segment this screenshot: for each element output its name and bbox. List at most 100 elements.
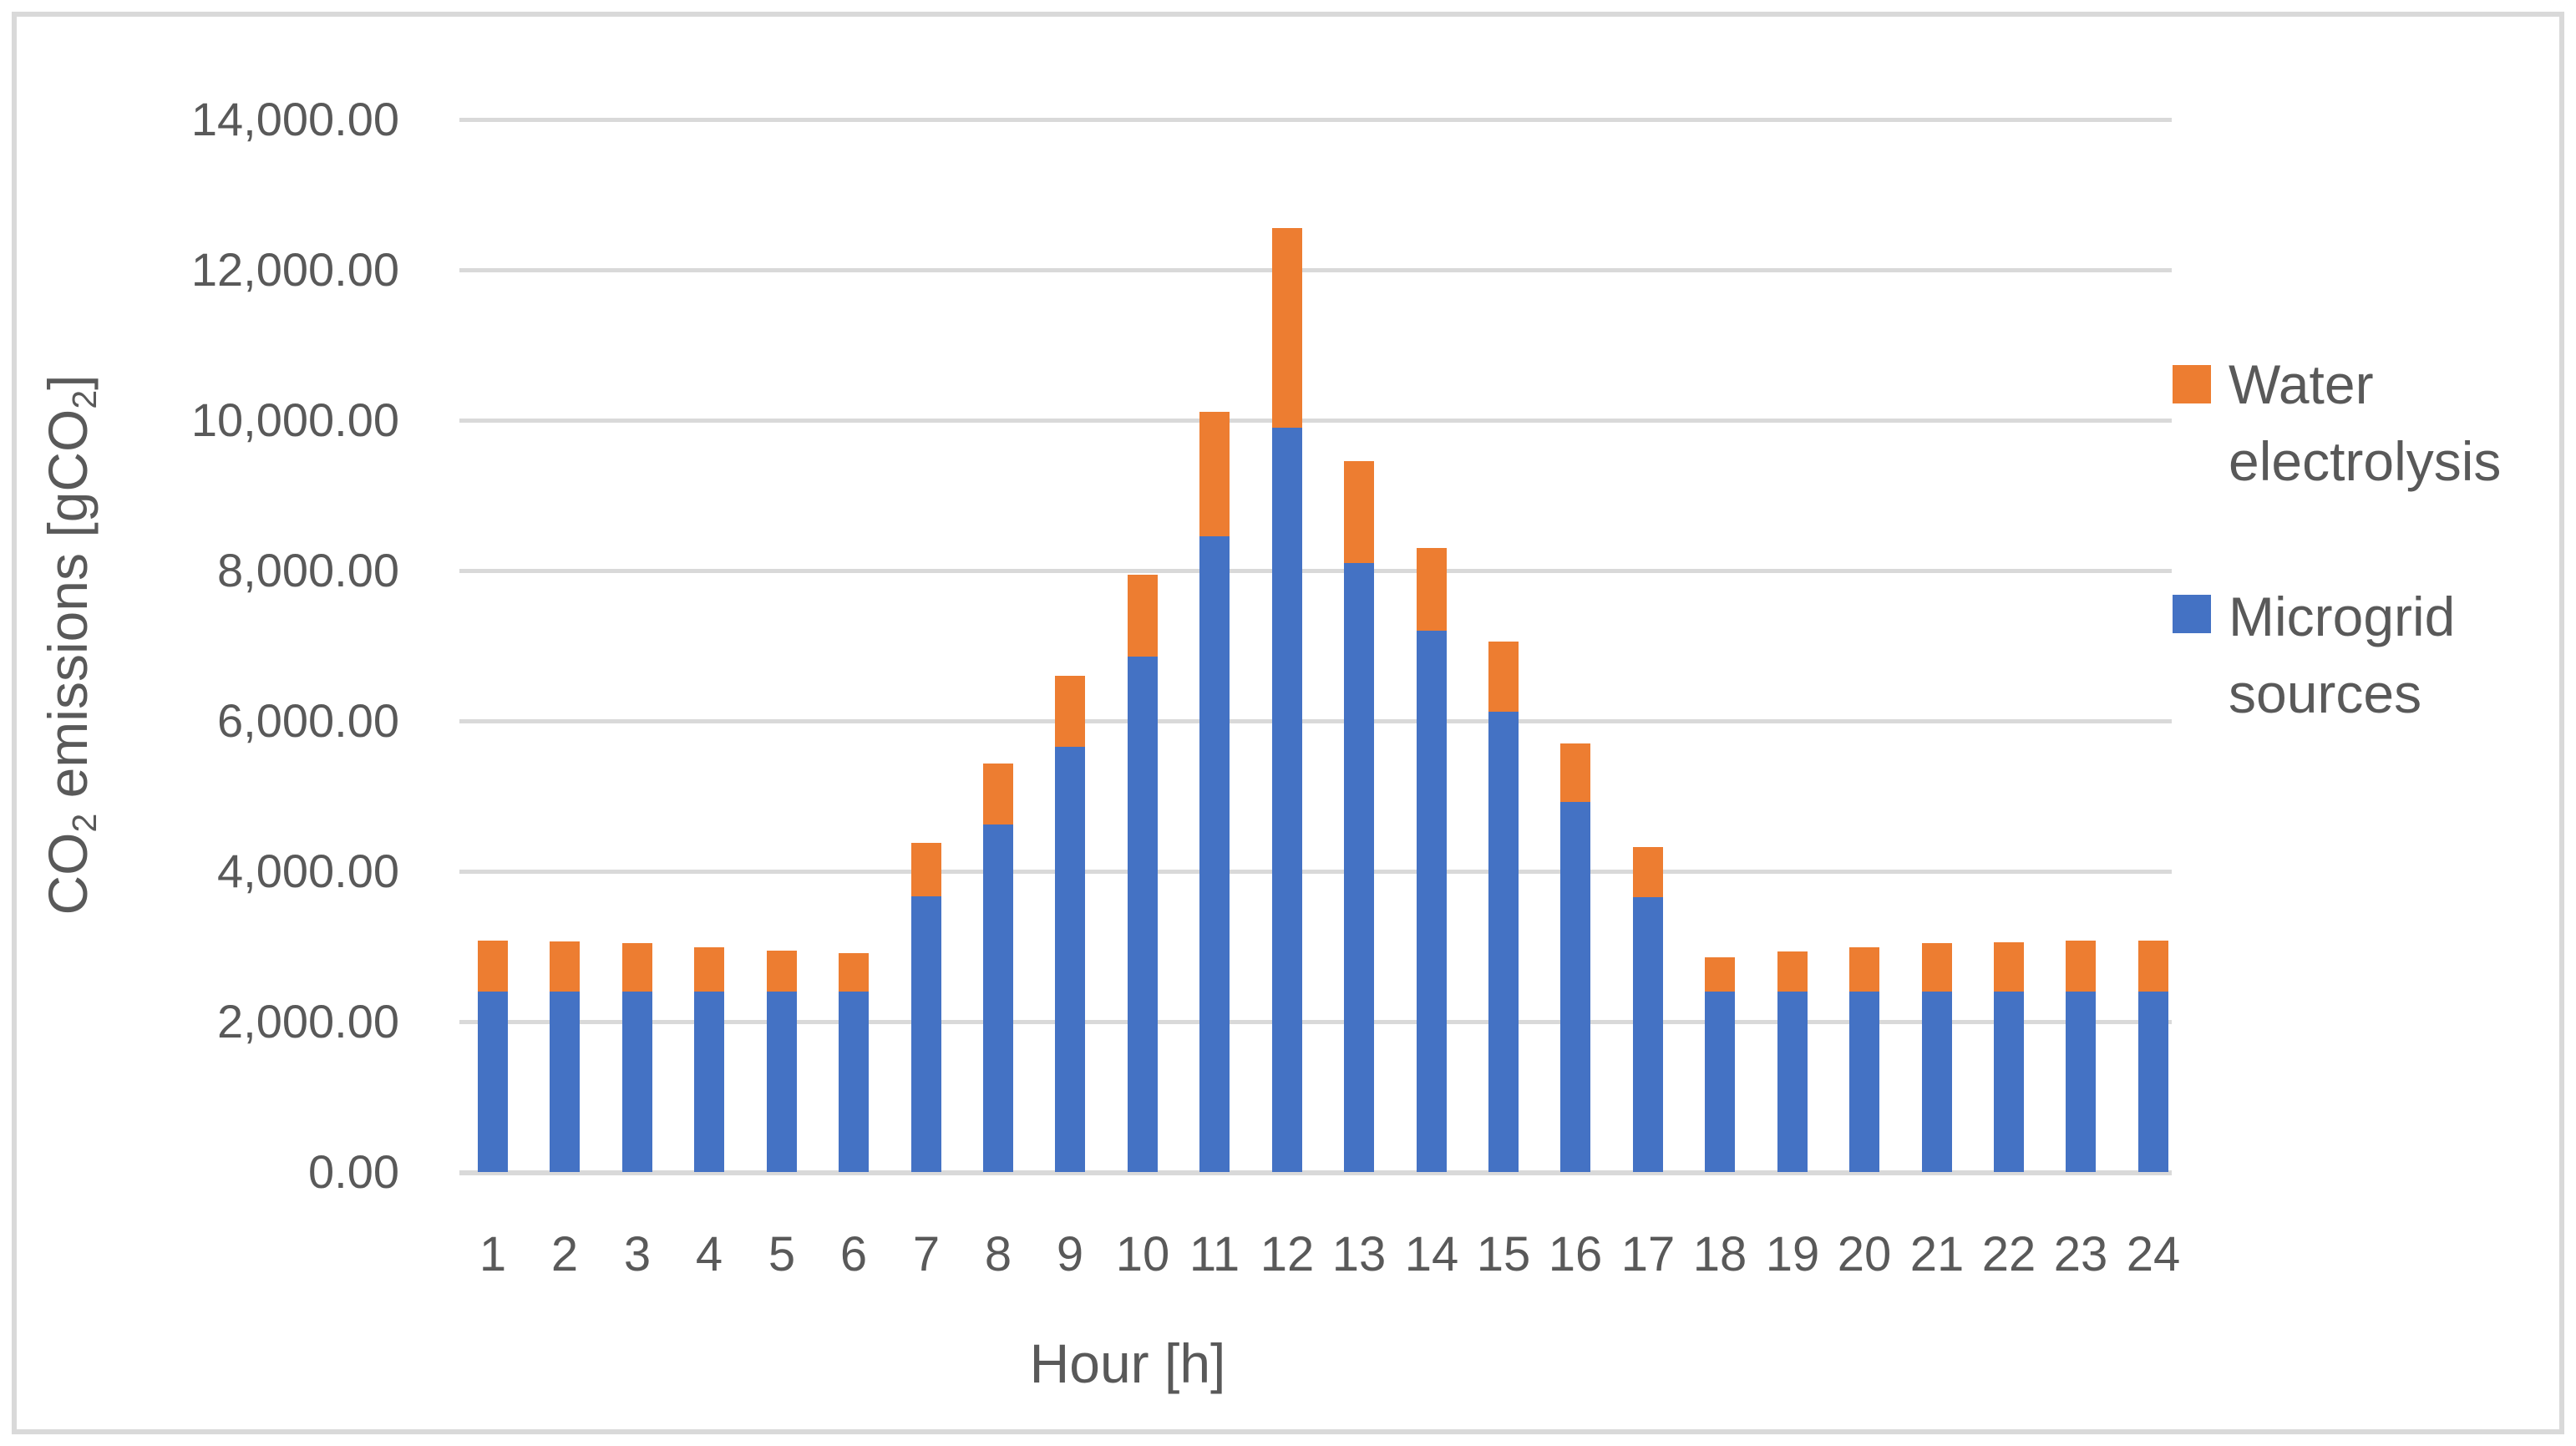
x-tick-label-20: 20	[1837, 1227, 1892, 1281]
legend-label-microgrid-sources: Microgrid sources	[2229, 578, 2455, 732]
x-tick-label-19: 19	[1765, 1227, 1820, 1281]
bar-hour-12-electrolysis-segment	[1272, 228, 1302, 428]
bar-hour-12-microgrid-segment	[1272, 428, 1302, 1172]
x-tick-label-21: 21	[1909, 1227, 1965, 1281]
bar-hour-7-microgrid-segment	[911, 896, 941, 1172]
y-tick-label: 6,000.00	[217, 694, 399, 747]
bar-hour-20-microgrid-segment	[1849, 992, 1879, 1172]
x-tick-label-1: 1	[479, 1227, 507, 1281]
x-tick-label-11: 11	[1189, 1227, 1240, 1281]
bar-hour-17-electrolysis-segment	[1633, 847, 1663, 897]
bar-hour-5-microgrid-segment	[767, 992, 797, 1172]
gridline-12000	[459, 268, 2172, 272]
y-tick-label: 8,000.00	[217, 544, 399, 596]
y-tick-label: 2,000.00	[217, 995, 399, 1048]
gridline-8000	[459, 569, 2172, 573]
bar-hour-19-electrolysis-segment	[1777, 951, 1808, 992]
x-tick-label-9: 9	[1056, 1227, 1084, 1281]
gridline-4000	[459, 870, 2172, 874]
bar-hour-6-electrolysis-segment	[839, 953, 869, 992]
bar-hour-24-electrolysis-segment	[2138, 941, 2168, 992]
y-tick-label: 10,000.00	[190, 393, 399, 446]
y-axis-title-text: ]	[36, 374, 99, 390]
legend-label-line: Water	[2229, 353, 2374, 415]
gridline-14000	[459, 118, 2172, 122]
x-tick-label-4: 4	[695, 1227, 723, 1281]
y-axis-title-text: CO	[36, 832, 99, 916]
legend-label-line: sources	[2229, 662, 2422, 724]
y-axis-title-subscript: 2	[65, 389, 104, 409]
bar-hour-8-electrolysis-segment	[983, 764, 1013, 824]
x-tick-label-14: 14	[1404, 1227, 1459, 1281]
bar-hour-14-electrolysis-segment	[1417, 548, 1447, 631]
gridline-2000	[459, 1020, 2172, 1024]
x-tick-label-17: 17	[1620, 1227, 1676, 1281]
bar-hour-1-electrolysis-segment	[478, 941, 508, 992]
y-tick-label: 4,000.00	[217, 845, 399, 897]
bar-hour-15-microgrid-segment	[1488, 712, 1519, 1172]
bar-hour-11-microgrid-segment	[1199, 536, 1230, 1172]
legend-label-line: electrolysis	[2229, 430, 2502, 492]
legend-label-water-electrolysis: Water electrolysis	[2229, 346, 2501, 500]
bar-hour-10-electrolysis-segment	[1128, 575, 1158, 657]
bar-hour-15-electrolysis-segment	[1488, 642, 1519, 712]
x-tick-label-5: 5	[768, 1227, 796, 1281]
x-tick-label-23: 23	[2053, 1227, 2108, 1281]
x-tick-label-18: 18	[1692, 1227, 1747, 1281]
gridline-6000	[459, 719, 2172, 723]
x-tick-label-15: 15	[1476, 1227, 1531, 1281]
x-tick-label-24: 24	[2126, 1227, 2181, 1281]
bar-hour-17-microgrid-segment	[1633, 897, 1663, 1172]
bar-hour-18-microgrid-segment	[1705, 992, 1735, 1172]
y-axis-title: CO2 emissions [gCO2]	[36, 374, 104, 915]
bar-hour-3-electrolysis-segment	[622, 943, 652, 992]
y-tick-label: 12,000.00	[190, 243, 399, 296]
x-tick-label-13: 13	[1331, 1227, 1387, 1281]
bar-hour-23-microgrid-segment	[2066, 992, 2096, 1172]
bar-hour-22-electrolysis-segment	[1994, 942, 2024, 992]
bar-hour-10-microgrid-segment	[1128, 657, 1158, 1172]
legend-label-line: Microgrid	[2229, 586, 2456, 647]
y-axis-title-subscript: 2	[65, 813, 104, 833]
bar-hour-20-electrolysis-segment	[1849, 947, 1879, 992]
bar-hour-21-electrolysis-segment	[1922, 943, 1952, 992]
y-axis-title-text: emissions [gCO	[36, 408, 99, 814]
bar-hour-24-microgrid-segment	[2138, 992, 2168, 1172]
bar-hour-22-microgrid-segment	[1994, 992, 2024, 1172]
bar-hour-19-microgrid-segment	[1777, 992, 1808, 1172]
x-tick-label-6: 6	[839, 1227, 868, 1281]
bar-hour-13-electrolysis-segment	[1344, 461, 1374, 563]
bar-hour-18-electrolysis-segment	[1705, 957, 1735, 992]
x-tick-label-12: 12	[1260, 1227, 1315, 1281]
y-tick-label: 0.00	[308, 1145, 399, 1198]
legend-swatch-water-electrolysis	[2173, 365, 2211, 403]
x-axis-title: Hour [h]	[1029, 1332, 1226, 1394]
bar-hour-2-electrolysis-segment	[550, 941, 580, 992]
bar-hour-1-microgrid-segment	[478, 992, 508, 1172]
bar-hour-2-microgrid-segment	[550, 992, 580, 1172]
chart-frame	[12, 12, 2564, 1434]
x-tick-label-10: 10	[1115, 1227, 1170, 1281]
bar-hour-23-electrolysis-segment	[2066, 941, 2096, 992]
bar-hour-11-electrolysis-segment	[1199, 412, 1230, 536]
bar-hour-8-microgrid-segment	[983, 824, 1013, 1172]
bar-hour-4-microgrid-segment	[694, 992, 724, 1172]
bar-hour-9-electrolysis-segment	[1055, 676, 1085, 747]
legend-swatch-microgrid-sources	[2173, 595, 2211, 633]
bar-hour-7-electrolysis-segment	[911, 843, 941, 896]
bar-hour-6-microgrid-segment	[839, 992, 869, 1172]
y-tick-label: 14,000.00	[190, 93, 399, 145]
bar-hour-14-microgrid-segment	[1417, 631, 1447, 1172]
bar-hour-9-microgrid-segment	[1055, 747, 1085, 1172]
gridline-0	[459, 1170, 2172, 1175]
x-tick-label-8: 8	[984, 1227, 1012, 1281]
bar-hour-3-microgrid-segment	[622, 992, 652, 1172]
x-tick-label-3: 3	[623, 1227, 652, 1281]
bar-hour-4-electrolysis-segment	[694, 947, 724, 992]
bar-hour-13-microgrid-segment	[1344, 563, 1374, 1172]
bar-hour-21-microgrid-segment	[1922, 992, 1952, 1172]
bar-hour-16-electrolysis-segment	[1560, 743, 1590, 802]
gridline-10000	[459, 419, 2172, 423]
x-tick-label-7: 7	[912, 1227, 941, 1281]
